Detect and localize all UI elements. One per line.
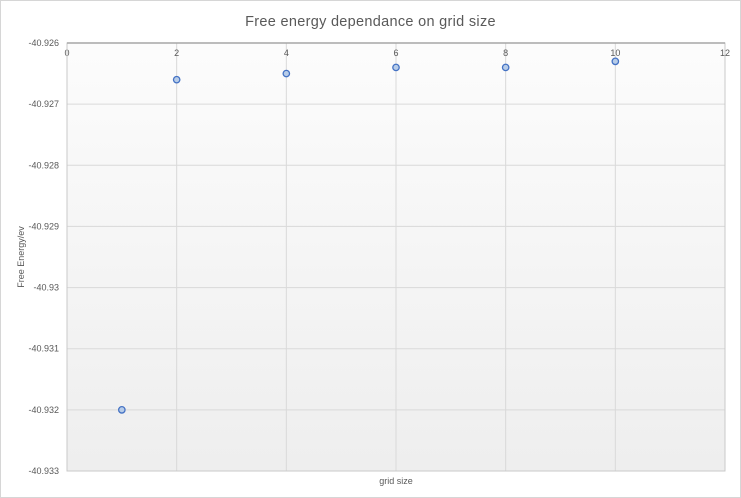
x-tick-label: 4	[284, 48, 289, 58]
y-tick-label: -40.933	[28, 466, 59, 476]
chart-title: Free energy dependance on grid size	[245, 14, 496, 30]
data-point	[172, 75, 181, 84]
y-tick-label: -40.93	[33, 283, 59, 293]
x-tick-label: 6	[393, 48, 398, 58]
y-tick-label: -40.931	[28, 344, 59, 354]
y-tick-label: -40.929	[28, 221, 59, 231]
x-tick-label: 8	[503, 48, 508, 58]
y-tick-label: -40.928	[28, 160, 59, 170]
y-tick-label: -40.926	[28, 38, 59, 48]
y-axis-title: Free Energy/ev	[16, 226, 26, 288]
y-tick-label: -40.932	[28, 405, 59, 415]
data-point	[392, 63, 400, 72]
data-point	[282, 69, 291, 78]
x-tick-label: 2	[174, 48, 179, 58]
data-point	[117, 406, 126, 414]
data-point	[501, 63, 510, 72]
y-tick-label: -40.927	[28, 99, 59, 109]
data-point	[611, 57, 620, 66]
x-tick-label: 10	[610, 48, 620, 58]
x-axis-title: grid size	[379, 476, 413, 486]
